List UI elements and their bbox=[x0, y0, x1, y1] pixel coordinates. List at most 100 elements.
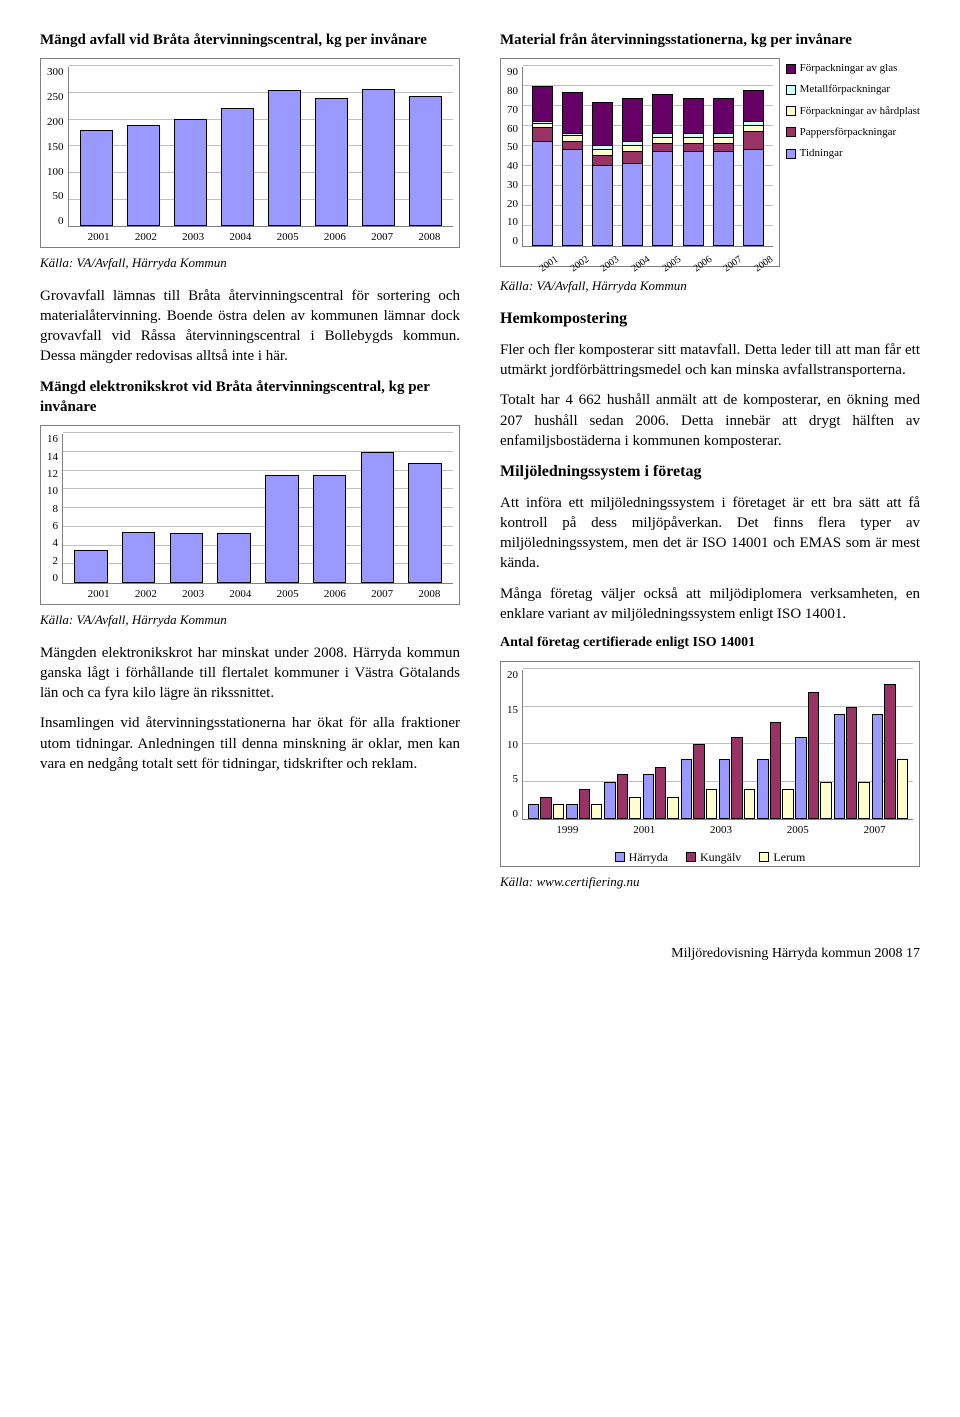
bar bbox=[731, 737, 742, 820]
heading-miljoledning: Miljöledningssystem i företag bbox=[500, 461, 920, 483]
legend-item: Lerum bbox=[759, 850, 805, 864]
chart4: 05101520 19992001200320052007 HärrydaKun… bbox=[500, 661, 920, 867]
stack-segment bbox=[683, 152, 704, 246]
chart1: 050100150200250300 200120022003200420052… bbox=[40, 58, 460, 248]
right-column: Material från återvinningsstationerna, k… bbox=[500, 30, 920, 905]
chart3-plot bbox=[522, 67, 773, 247]
bar bbox=[872, 714, 883, 819]
stack-segment bbox=[592, 156, 613, 166]
left-para3: Insamlingen vid återvinningsstationerna … bbox=[40, 713, 460, 774]
stack-segment bbox=[532, 128, 553, 142]
right-para5: Totalt har 4 662 hushåll anmält att de k… bbox=[500, 390, 920, 451]
bar bbox=[315, 98, 348, 226]
left-para1: Grovavfall lämnas till Bråta återvinning… bbox=[40, 286, 460, 367]
chart2-title: Mängd elektronikskrot vid Bråta återvinn… bbox=[40, 377, 460, 418]
stack-segment bbox=[743, 90, 764, 122]
bar bbox=[174, 119, 207, 227]
bar bbox=[528, 804, 539, 819]
chart4-source: Källa: www.certifiering.nu bbox=[500, 873, 920, 891]
chart2-yaxis: 0246810121416 bbox=[47, 434, 62, 584]
bar bbox=[820, 782, 831, 820]
legend-item: Metallförpackningar bbox=[786, 83, 920, 96]
stack-segment bbox=[562, 142, 583, 150]
legend-item: Förpackningar av glas bbox=[786, 62, 920, 75]
bar bbox=[719, 759, 730, 819]
chart3-wrapper: 0102030405060708090 20012002200320042005… bbox=[500, 58, 920, 271]
stack-segment bbox=[592, 166, 613, 246]
bar bbox=[629, 797, 640, 820]
stack-segment bbox=[532, 142, 553, 246]
stack-segment bbox=[743, 150, 764, 246]
chart2-source: Källa: VA/Avfall, Härryda Kommun bbox=[40, 611, 460, 629]
chart2: 0246810121416 20012002200320042005200620… bbox=[40, 425, 460, 605]
chart4-title: Antal företag certifierade enligt ISO 14… bbox=[500, 634, 920, 653]
bar bbox=[744, 789, 755, 819]
chart1-yaxis: 050100150200250300 bbox=[47, 67, 68, 227]
bar bbox=[579, 789, 590, 819]
chart4-legend: HärrydaKungälvLerum bbox=[507, 846, 913, 864]
bar bbox=[757, 759, 768, 819]
bar bbox=[782, 789, 793, 819]
chart1-xaxis: 20012002200320042005200620072008 bbox=[47, 230, 453, 245]
left-para2: Mängden elektronikskrot har minskat unde… bbox=[40, 643, 460, 704]
bar bbox=[617, 774, 628, 819]
stack-segment bbox=[652, 94, 673, 134]
bar bbox=[808, 692, 819, 820]
stack-segment bbox=[652, 144, 673, 152]
bar bbox=[74, 550, 107, 583]
bar bbox=[540, 797, 551, 820]
bar bbox=[834, 714, 845, 819]
bar bbox=[770, 722, 781, 820]
bar bbox=[884, 684, 895, 819]
stack-segment bbox=[622, 164, 643, 246]
chart1-plot bbox=[68, 67, 454, 227]
chart2-xaxis: 20012002200320042005200620072008 bbox=[47, 587, 453, 602]
stack-segment bbox=[532, 86, 553, 122]
bar bbox=[643, 774, 654, 819]
bar bbox=[858, 782, 869, 820]
chart4-xaxis: 19992001200320052007 bbox=[507, 823, 913, 838]
bar bbox=[362, 89, 395, 227]
right-para6: Att införa ett miljöledningssystem i för… bbox=[500, 493, 920, 574]
bar bbox=[655, 767, 666, 820]
bar bbox=[170, 533, 203, 583]
bar bbox=[591, 804, 602, 819]
heading-hemkompostering: Hemkompostering bbox=[500, 308, 920, 330]
bar bbox=[409, 96, 442, 227]
bar bbox=[361, 452, 394, 583]
page-footer: Miljöredovisning Härryda kommun 2008 17 bbox=[40, 945, 920, 964]
right-para7: Många företag väljer också att miljödipl… bbox=[500, 584, 920, 625]
stack-segment bbox=[683, 98, 704, 134]
bar bbox=[897, 759, 908, 819]
stack-segment bbox=[652, 152, 673, 246]
legend-item: Förpackningar av hårdplast bbox=[786, 105, 920, 118]
bar bbox=[693, 744, 704, 819]
bar bbox=[265, 475, 298, 583]
legend-item: Kungälv bbox=[686, 850, 741, 864]
chart2-plot bbox=[62, 434, 453, 584]
bar bbox=[795, 737, 806, 820]
right-para4: Fler och fler komposterar sitt matavfall… bbox=[500, 340, 920, 381]
chart3-title: Material från återvinningsstationerna, k… bbox=[500, 30, 920, 50]
bar bbox=[122, 532, 155, 584]
legend-item: Tidningar bbox=[786, 147, 920, 160]
stack-segment bbox=[622, 98, 643, 142]
left-column: Mängd avfall vid Bråta återvinningscentr… bbox=[40, 30, 460, 905]
stack-segment bbox=[562, 92, 583, 134]
stack-segment bbox=[713, 152, 734, 246]
bar bbox=[846, 707, 857, 820]
bar bbox=[667, 797, 678, 820]
chart3: 0102030405060708090 20012002200320042005… bbox=[500, 58, 780, 267]
chart4-plot bbox=[522, 670, 913, 820]
bar bbox=[604, 782, 615, 820]
chart3-legend: Förpackningar av glas Metallförpackningar… bbox=[786, 58, 920, 160]
chart3-xaxis: 20012002200320042005200620072008 bbox=[507, 250, 773, 264]
stack-segment bbox=[713, 98, 734, 134]
stack-segment bbox=[713, 144, 734, 152]
bar bbox=[408, 463, 441, 583]
stack-segment bbox=[683, 144, 704, 152]
stack-segment bbox=[743, 132, 764, 150]
bar bbox=[80, 130, 113, 226]
bar bbox=[268, 90, 301, 226]
bar bbox=[566, 804, 577, 819]
